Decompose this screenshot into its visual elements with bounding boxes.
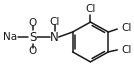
Text: Na: Na xyxy=(3,32,17,42)
Text: N: N xyxy=(50,30,59,44)
Text: Cl: Cl xyxy=(85,4,96,14)
Text: S: S xyxy=(29,30,36,44)
Text: O: O xyxy=(29,46,37,56)
Text: Cl: Cl xyxy=(121,23,132,33)
Text: Cl: Cl xyxy=(121,45,132,55)
Text: Cl: Cl xyxy=(49,17,60,27)
Text: O: O xyxy=(29,18,37,28)
